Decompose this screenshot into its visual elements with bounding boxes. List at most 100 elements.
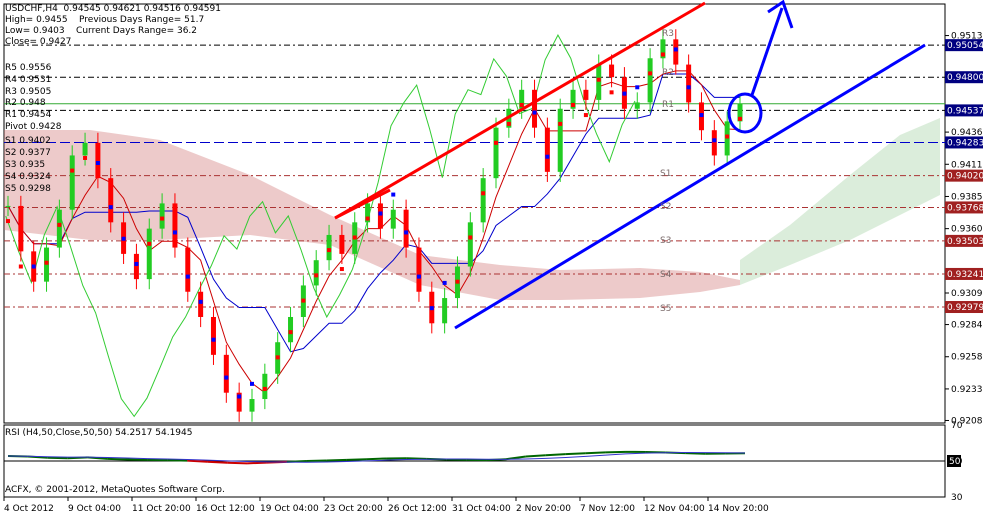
candle-body bbox=[223, 354, 229, 393]
candle-body bbox=[159, 203, 165, 229]
sar-dot bbox=[172, 230, 177, 235]
candle-body bbox=[313, 260, 319, 286]
sar-dot bbox=[416, 274, 421, 279]
sar-dot bbox=[185, 274, 190, 279]
rsi-segment bbox=[545, 453, 566, 457]
sar-dot bbox=[288, 330, 293, 335]
sar-dot bbox=[83, 155, 88, 160]
close-line: Close= 0.9427 bbox=[5, 37, 72, 47]
candle-body bbox=[146, 228, 152, 280]
ichimoku-cloud-bearish bbox=[4, 130, 740, 300]
rsi-segment bbox=[366, 457, 387, 461]
sar-dot bbox=[275, 355, 280, 360]
sar-dot bbox=[121, 236, 126, 241]
candle-body bbox=[249, 399, 255, 412]
sar-dot bbox=[558, 121, 563, 126]
sar-dot bbox=[44, 260, 49, 265]
candle-body bbox=[210, 316, 216, 355]
pivot-label-r3: R3 0.9505 bbox=[5, 87, 52, 97]
sar-dot bbox=[160, 216, 165, 221]
candle-body bbox=[570, 89, 576, 109]
price-tick-label: 0.93855 bbox=[951, 192, 983, 202]
pivot-label-r2: R2 0.948 bbox=[5, 98, 46, 108]
candle-body bbox=[56, 209, 62, 248]
candle-body bbox=[596, 64, 602, 100]
sar-dot bbox=[673, 47, 678, 52]
sar-dot bbox=[455, 279, 460, 284]
sar-dot bbox=[532, 110, 537, 115]
sar-dot bbox=[262, 386, 267, 391]
sar-dot bbox=[18, 264, 23, 269]
chart-label-r1: R1 bbox=[662, 100, 674, 110]
level-tag-label: 0.93768 bbox=[947, 203, 983, 213]
rsi-title: RSI (H4,50,Close,50,50) 54.2517 54.1945 bbox=[5, 428, 193, 438]
projection-arrow-line bbox=[750, 7, 784, 96]
level-tag-label: 0.94537 bbox=[947, 106, 983, 116]
chart-label-s1: S1 bbox=[660, 169, 672, 179]
sar-dot bbox=[391, 192, 396, 197]
rsi-segment bbox=[207, 460, 228, 464]
rsi-segment bbox=[585, 451, 606, 455]
rsi-segment bbox=[525, 454, 546, 458]
channel-lower-line bbox=[454, 43, 926, 330]
time-tick-label: 7 Nov 12:00 bbox=[580, 504, 635, 514]
copyright-text: ACFX, © 2001-2012, MetaQuotes Software C… bbox=[5, 485, 225, 495]
candle-body bbox=[493, 127, 499, 179]
sar-dot bbox=[686, 85, 691, 90]
projection-arrowhead bbox=[767, 0, 794, 29]
rsi-axis-label: 70 bbox=[951, 421, 963, 431]
sar-dot bbox=[57, 222, 62, 227]
sar-dot bbox=[519, 102, 524, 107]
candle-body bbox=[390, 209, 396, 229]
pivot-label-s4: S4 0.9324 bbox=[5, 172, 51, 182]
rsi-segment bbox=[346, 458, 367, 461]
pivot-label-s1: S1 0.9402 bbox=[5, 136, 51, 146]
chart-label-s3: S3 bbox=[660, 236, 672, 246]
sar-dot bbox=[301, 298, 306, 303]
candle-body bbox=[69, 155, 75, 210]
level-tag bbox=[945, 71, 983, 84]
price-tick-label: 0.92585 bbox=[951, 353, 983, 363]
sar-dot bbox=[250, 381, 254, 386]
level-tag bbox=[945, 267, 983, 280]
level-tag-label: 0.92979 bbox=[947, 303, 983, 313]
candle-body bbox=[288, 316, 294, 343]
pivot-label-s5: S5 0.9298 bbox=[5, 184, 51, 194]
level-tag bbox=[945, 301, 983, 314]
candle-body bbox=[544, 127, 550, 172]
sar-dot bbox=[481, 191, 486, 196]
sar-dot bbox=[198, 299, 203, 304]
sar-dot bbox=[404, 230, 409, 235]
sar-dot bbox=[442, 280, 447, 285]
candle-body bbox=[480, 178, 486, 223]
time-tick-label: 11 Oct 20:00 bbox=[132, 504, 191, 514]
sar-dot bbox=[237, 394, 242, 399]
level-tag bbox=[945, 136, 983, 149]
rsi-segment bbox=[107, 457, 128, 461]
candle-body bbox=[519, 89, 525, 109]
sar-dot bbox=[429, 306, 434, 311]
candle-body bbox=[326, 234, 332, 261]
channel-upper-line bbox=[334, 1, 706, 220]
sar-dot bbox=[494, 140, 498, 145]
rsi-current-label: 50 bbox=[949, 457, 961, 467]
sar-dot bbox=[134, 261, 139, 266]
level-tag bbox=[945, 39, 983, 52]
candle-body bbox=[557, 108, 563, 172]
candle-body bbox=[198, 291, 204, 317]
chikou-span-line bbox=[5, 34, 636, 418]
sar-dot bbox=[738, 116, 742, 121]
sar-dot bbox=[378, 211, 383, 216]
time-tick-label: 26 Oct 12:00 bbox=[388, 504, 447, 514]
candle-body bbox=[18, 205, 24, 252]
pivot-label-s3: S3 0.935 bbox=[5, 160, 46, 170]
sar-dot bbox=[635, 85, 640, 90]
pivot-label-r4: R4 0.9531 bbox=[5, 75, 52, 85]
level-tag bbox=[945, 234, 983, 247]
